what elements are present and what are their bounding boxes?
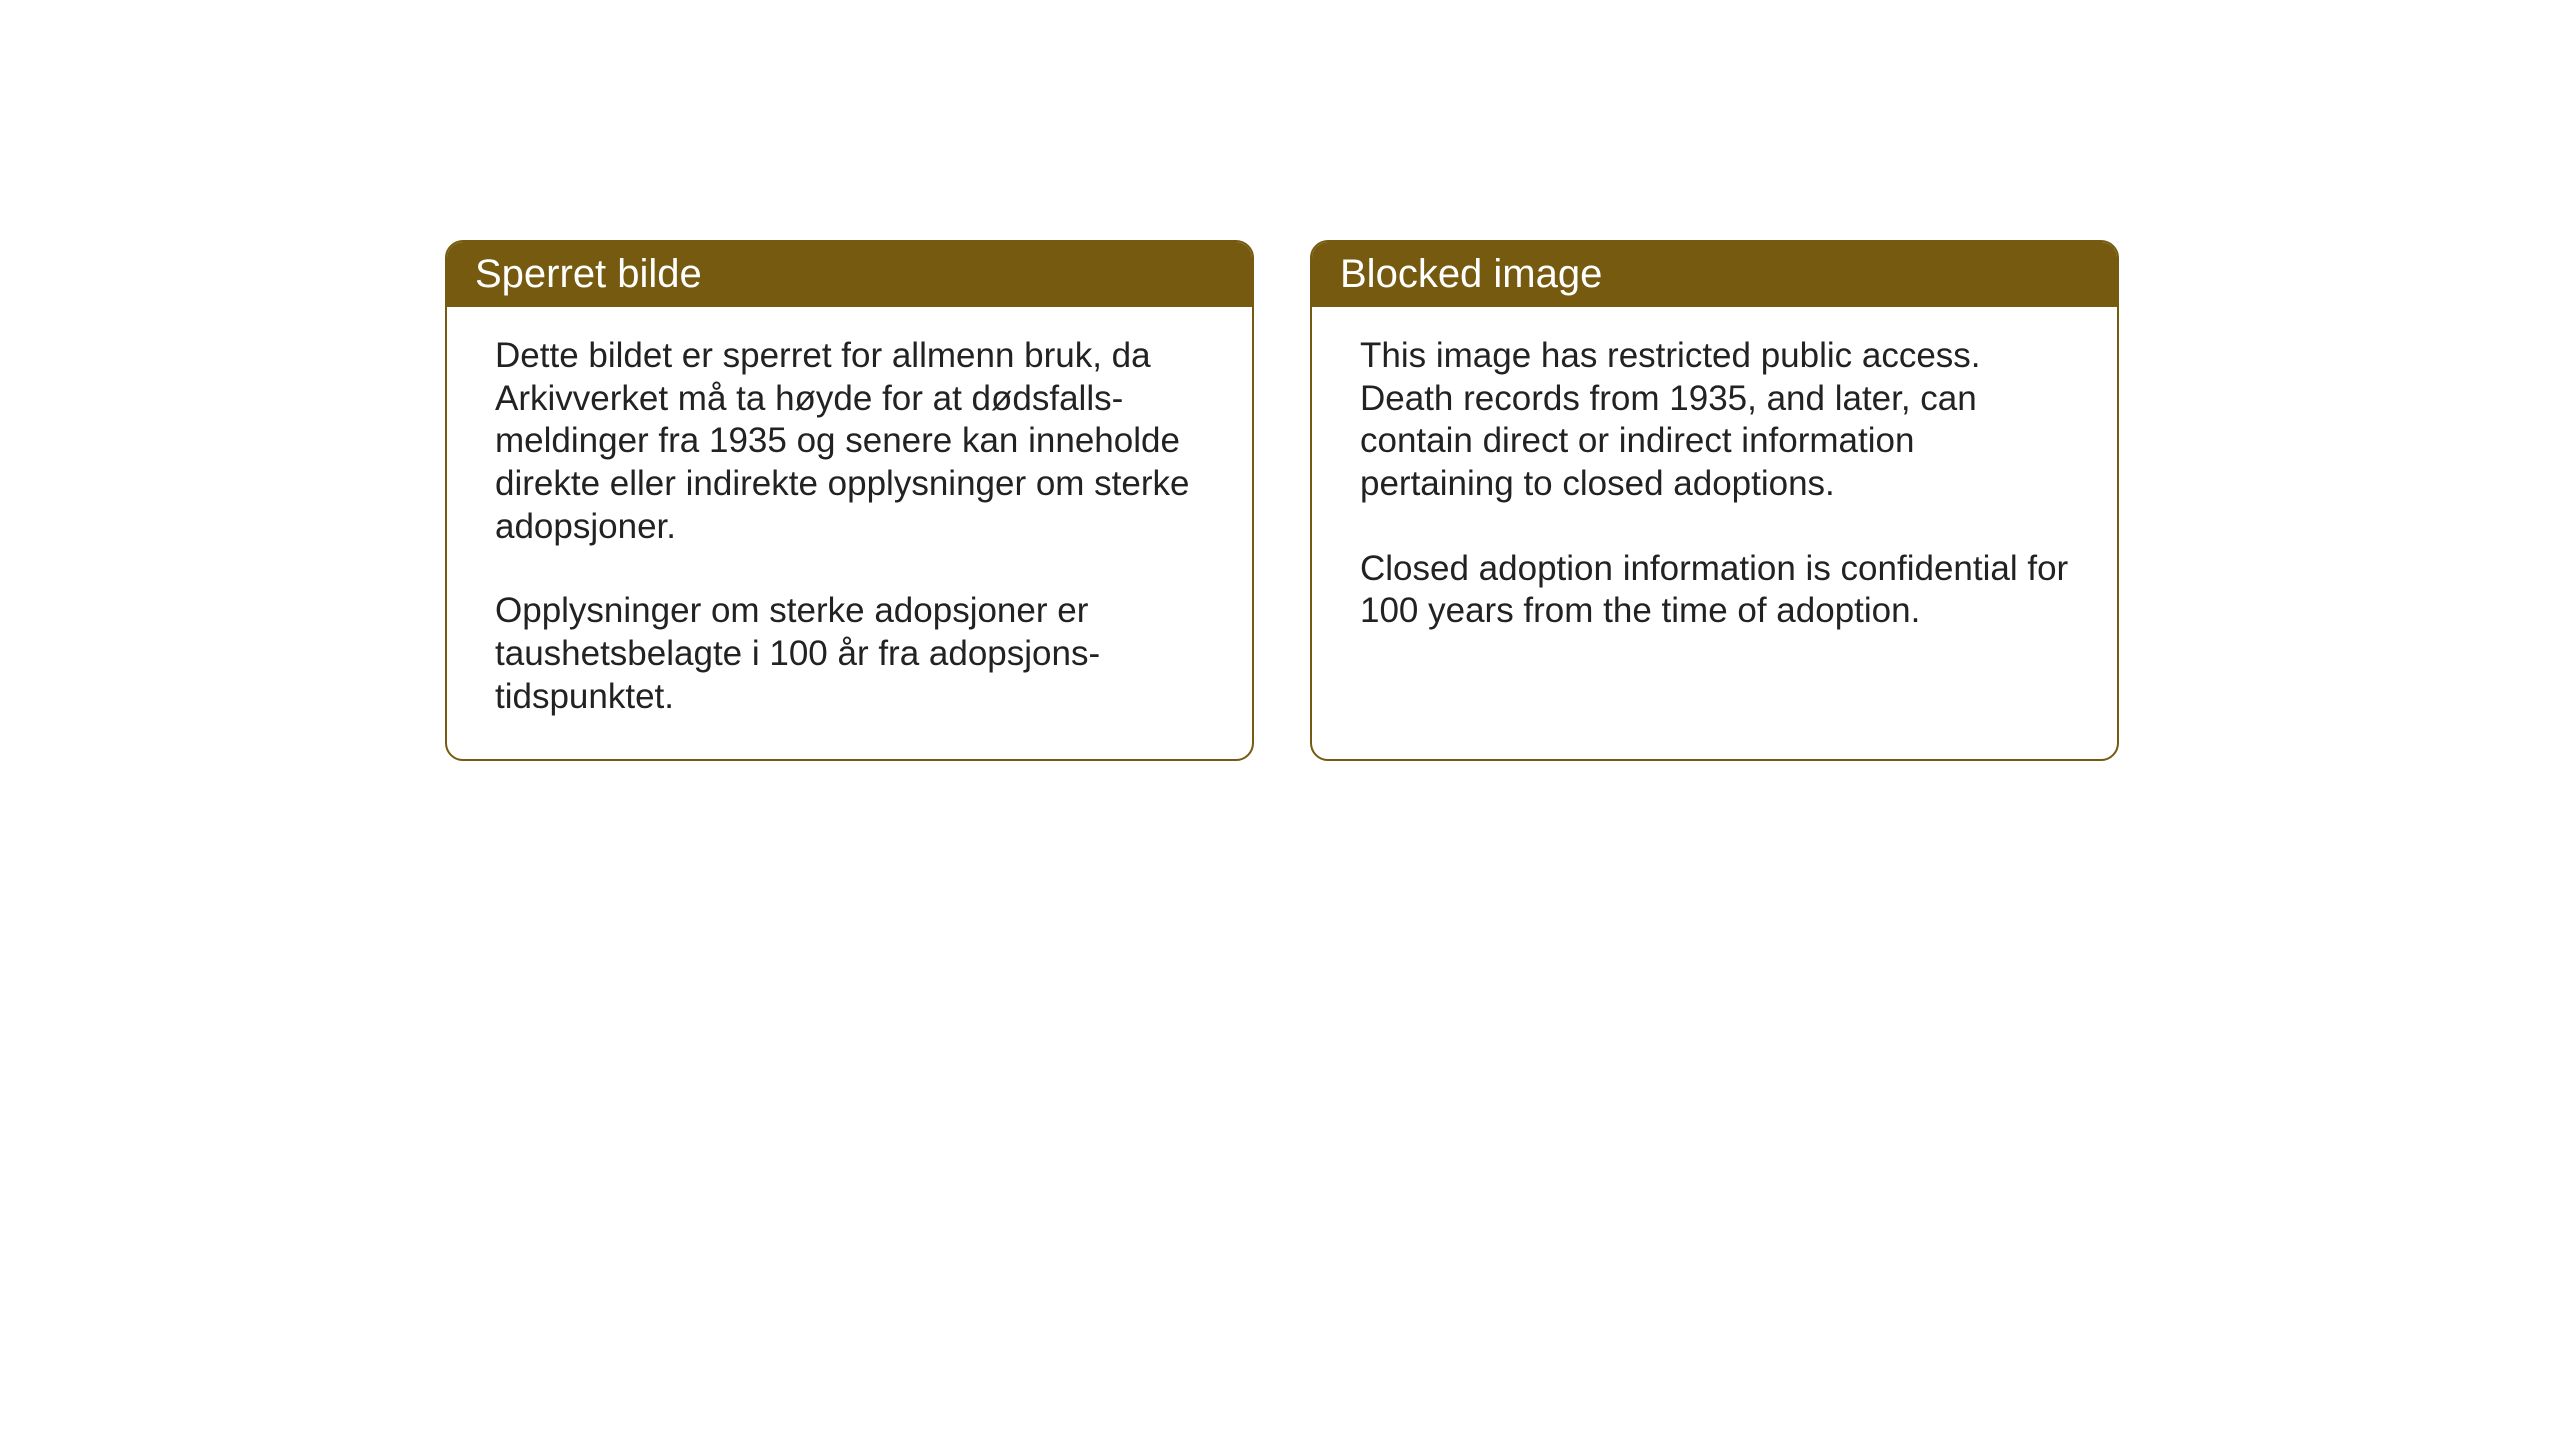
card-paragraph-1-english: This image has restricted public access.…: [1360, 335, 2069, 506]
notice-card-norwegian: Sperret bilde Dette bildet er sperret fo…: [445, 240, 1254, 761]
card-header-english: Blocked image: [1312, 242, 2117, 307]
card-body-norwegian: Dette bildet er sperret for allmenn bruk…: [447, 307, 1252, 759]
notice-card-english: Blocked image This image has restricted …: [1310, 240, 2119, 761]
notice-container: Sperret bilde Dette bildet er sperret fo…: [445, 240, 2119, 761]
card-header-norwegian: Sperret bilde: [447, 242, 1252, 307]
card-paragraph-2-english: Closed adoption information is confident…: [1360, 548, 2069, 633]
card-paragraph-2-norwegian: Opplysninger om sterke adopsjoner er tau…: [495, 590, 1204, 718]
card-paragraph-1-norwegian: Dette bildet er sperret for allmenn bruk…: [495, 335, 1204, 548]
card-title-norwegian: Sperret bilde: [475, 252, 702, 296]
card-body-english: This image has restricted public access.…: [1312, 307, 2117, 673]
card-title-english: Blocked image: [1340, 252, 1602, 296]
